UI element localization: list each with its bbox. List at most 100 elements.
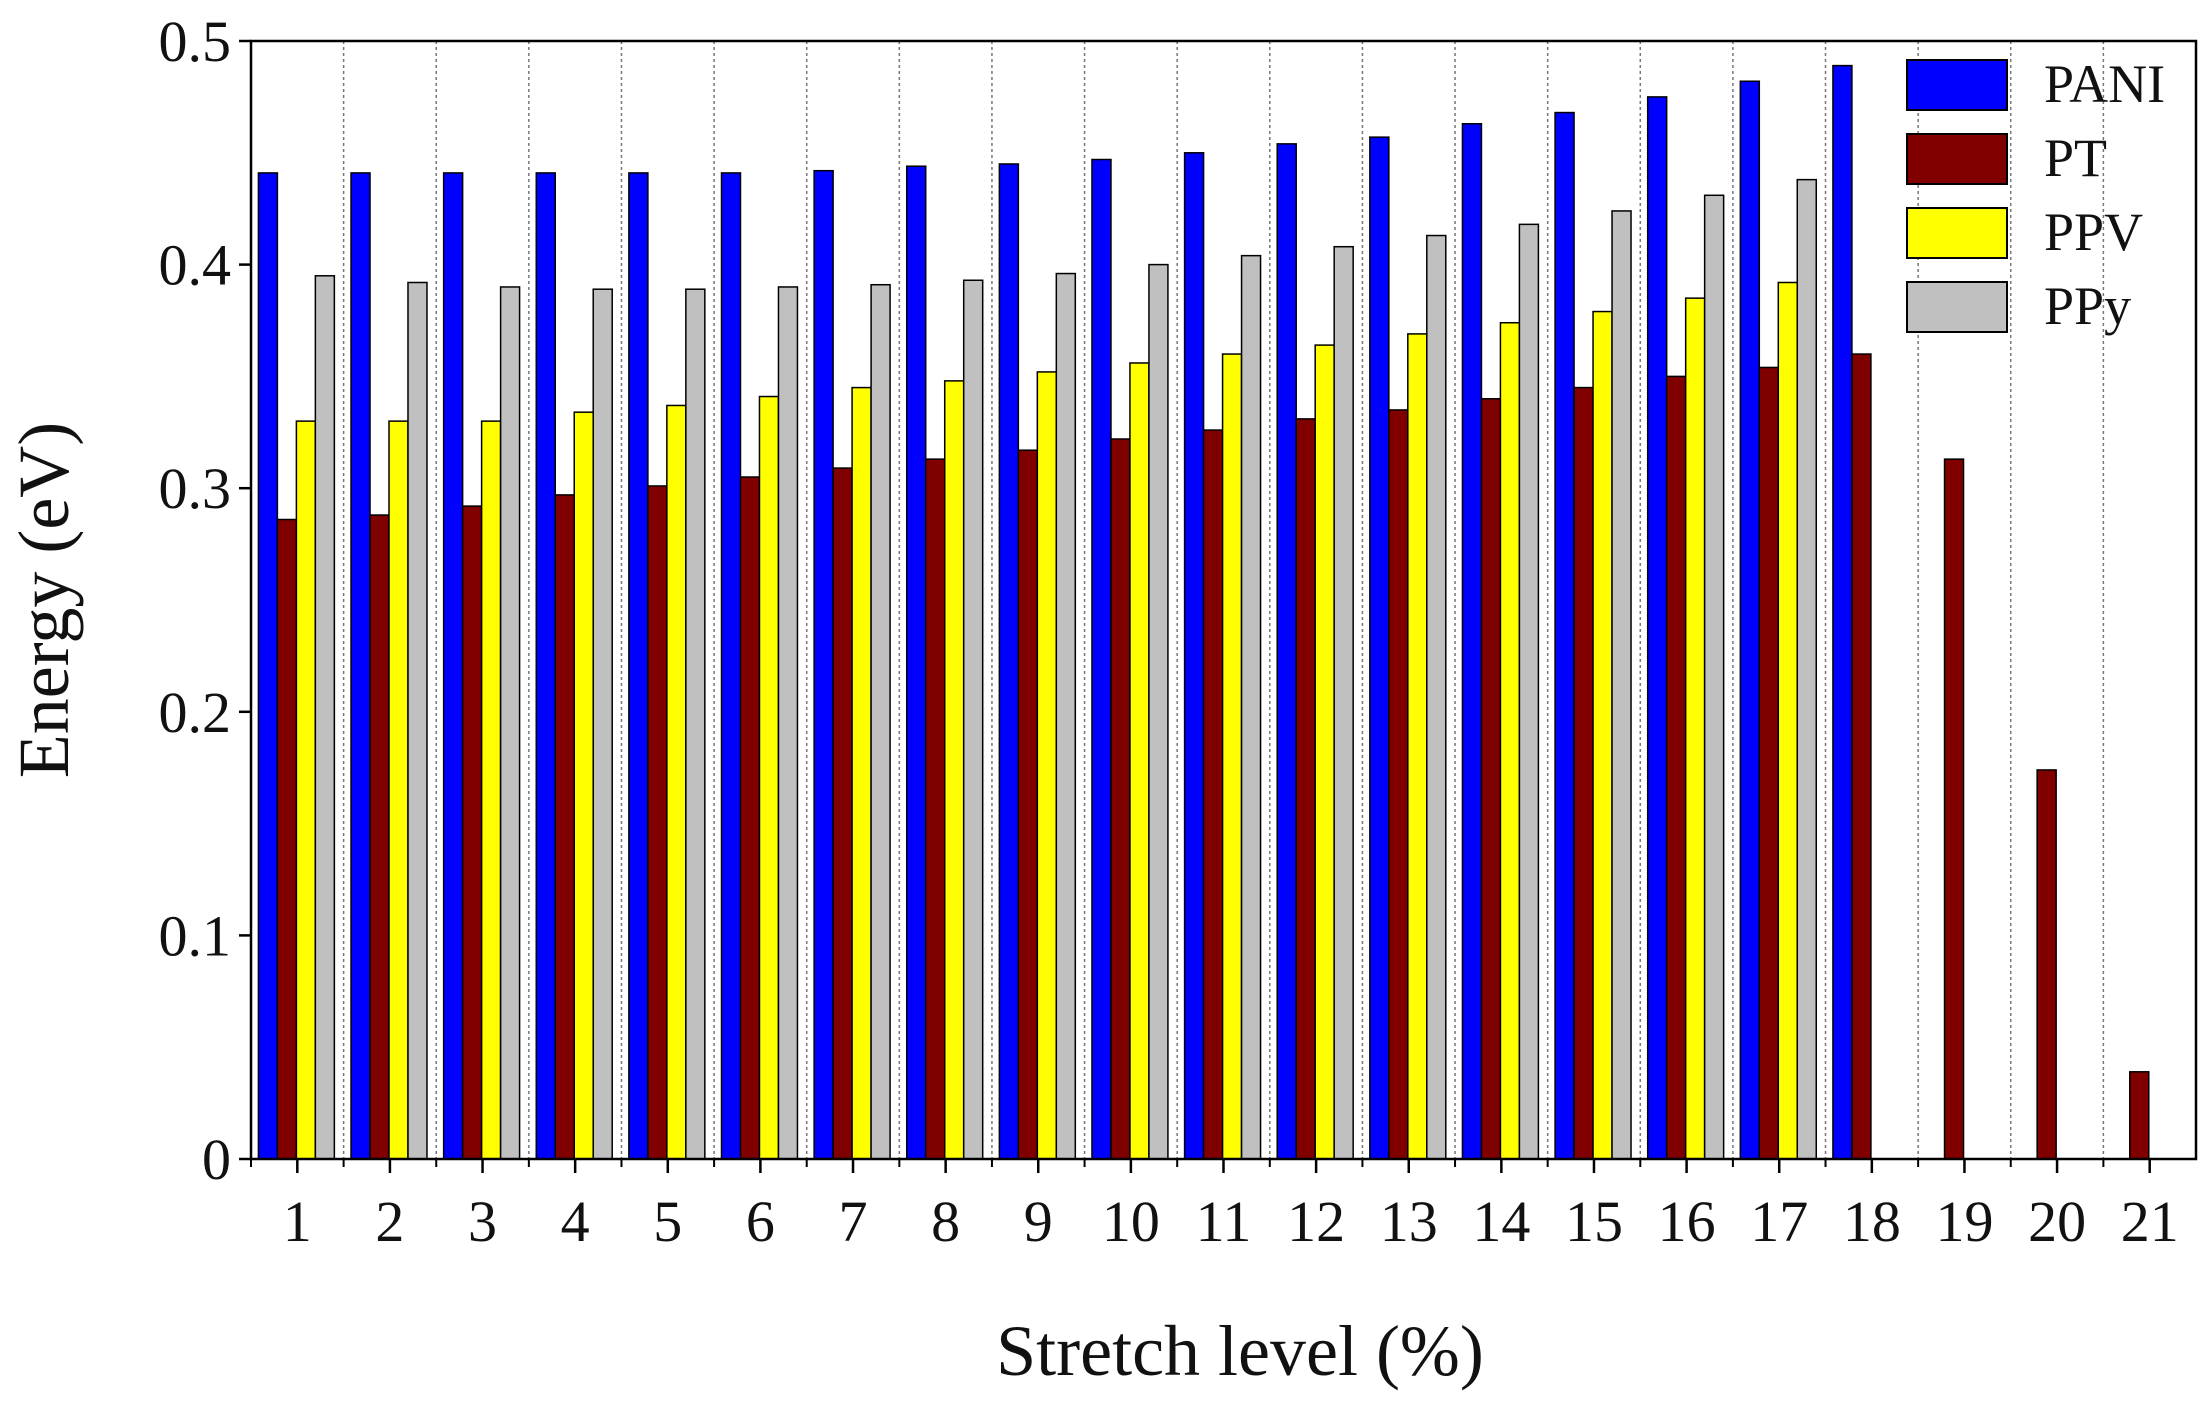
bar xyxy=(628,172,649,1160)
bar xyxy=(832,467,853,1160)
bar xyxy=(1665,375,1687,1160)
bar xyxy=(1777,281,1799,1160)
y-tick-label: 0.5 xyxy=(159,9,232,74)
x-tick-label: 17 xyxy=(1750,1189,1808,1254)
bar xyxy=(1129,362,1150,1160)
bar xyxy=(1518,223,1540,1160)
legend-swatch xyxy=(1906,133,2008,185)
bar xyxy=(554,494,575,1160)
x-tick-label: 10 xyxy=(1102,1189,1160,1254)
x-tick-label: 20 xyxy=(2028,1189,2086,1254)
legend-label: PPV xyxy=(2044,202,2143,262)
y-tick-label: 0 xyxy=(202,1127,231,1192)
bar xyxy=(1017,449,1039,1160)
bar xyxy=(1426,234,1447,1160)
x-tick-label: 13 xyxy=(1380,1189,1438,1254)
y-tick-label: 0.1 xyxy=(159,903,232,968)
x-tick-label: 3 xyxy=(468,1189,497,1254)
x-tick-label: 14 xyxy=(1472,1189,1530,1254)
bar xyxy=(1703,194,1725,1160)
bar xyxy=(1202,429,1224,1160)
x-axis-label: Stretch level (%) xyxy=(996,1311,1484,1391)
legend-label: PT xyxy=(2044,128,2107,188)
bar xyxy=(1276,143,1297,1160)
x-tick-label: 12 xyxy=(1287,1189,1345,1254)
bar xyxy=(905,165,927,1160)
bar xyxy=(1499,321,1521,1160)
bar xyxy=(1739,80,1761,1160)
bar xyxy=(369,514,390,1160)
legend-label: PANI xyxy=(2044,54,2165,114)
bar xyxy=(1333,245,1354,1160)
bar xyxy=(943,380,965,1160)
x-tick-label: 18 xyxy=(1843,1189,1901,1254)
bar xyxy=(647,485,668,1160)
bar xyxy=(1832,64,1853,1160)
bar xyxy=(573,411,594,1160)
bar xyxy=(1314,344,1335,1160)
bar xyxy=(1461,122,1483,1160)
x-tick-label: 19 xyxy=(1935,1189,1993,1254)
bar xyxy=(1183,152,1205,1160)
bar xyxy=(739,476,761,1160)
bar xyxy=(1148,263,1169,1160)
x-tick-label: 2 xyxy=(375,1189,404,1254)
bar xyxy=(499,286,521,1160)
bar xyxy=(1036,371,1058,1160)
bar xyxy=(1684,297,1706,1160)
bar xyxy=(407,281,428,1160)
bar xyxy=(1796,178,1818,1160)
bar xyxy=(1592,310,1613,1160)
bar xyxy=(851,386,872,1160)
bar xyxy=(388,420,409,1160)
bar xyxy=(666,404,687,1160)
bar xyxy=(758,395,780,1160)
bar xyxy=(442,172,464,1160)
bar xyxy=(1295,418,1316,1160)
bar xyxy=(1240,254,1262,1160)
bar xyxy=(1221,353,1243,1160)
bar xyxy=(1573,386,1594,1160)
bar xyxy=(1480,398,1502,1160)
bar xyxy=(1407,333,1428,1160)
bar xyxy=(592,288,613,1160)
bar xyxy=(1851,353,1872,1160)
y-axis-label: Energy (eV) xyxy=(4,422,84,779)
x-tick-label: 16 xyxy=(1658,1189,1716,1254)
bar xyxy=(314,275,336,1160)
bar xyxy=(2129,1071,2150,1160)
bar xyxy=(870,283,891,1160)
bar xyxy=(535,172,557,1160)
bar xyxy=(1611,210,1632,1160)
x-tick-label: 6 xyxy=(746,1189,775,1254)
x-tick-label: 11 xyxy=(1196,1189,1252,1254)
x-tick-label: 4 xyxy=(561,1189,590,1254)
x-tick-label: 1 xyxy=(283,1189,312,1254)
bar xyxy=(480,420,502,1160)
bar xyxy=(350,172,371,1160)
bar xyxy=(1646,96,1668,1160)
bar xyxy=(2036,769,2057,1160)
bar xyxy=(1943,458,1965,1160)
bar xyxy=(1055,272,1077,1160)
bar xyxy=(1758,366,1780,1160)
legend-label: PPy xyxy=(2044,276,2131,336)
y-tick-label: 0.2 xyxy=(159,680,232,745)
bar xyxy=(276,518,298,1160)
x-tick-label: 15 xyxy=(1565,1189,1623,1254)
bar xyxy=(1554,111,1575,1160)
x-tick-label: 8 xyxy=(931,1189,960,1254)
bar xyxy=(924,458,946,1160)
bar xyxy=(720,172,742,1160)
legend-swatch xyxy=(1906,59,2008,111)
x-tick-label: 9 xyxy=(1024,1189,1053,1254)
legend-swatch xyxy=(1906,281,2008,333)
bar xyxy=(461,505,483,1160)
bar xyxy=(777,286,799,1160)
x-tick-label: 5 xyxy=(653,1189,682,1254)
bar xyxy=(962,279,984,1160)
bar xyxy=(295,420,317,1160)
x-tick-label: 7 xyxy=(839,1189,868,1254)
